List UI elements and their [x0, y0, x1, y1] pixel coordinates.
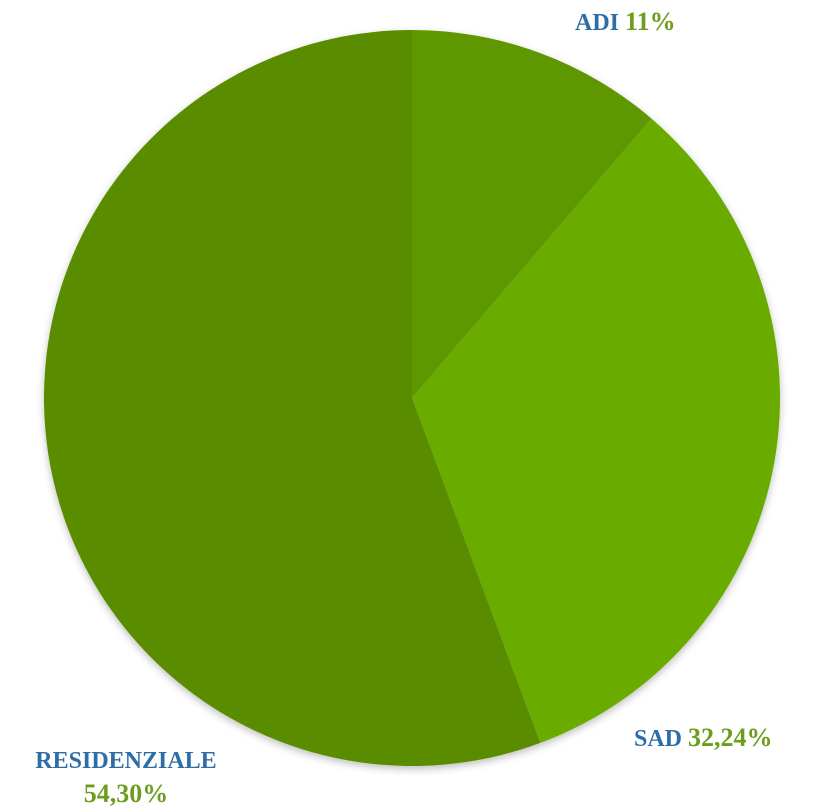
- slice-name: ADI: [575, 10, 619, 36]
- slice-value: 54,30%: [84, 779, 169, 808]
- pie-slice: [44, 30, 541, 766]
- slice-name: SAD: [634, 726, 682, 752]
- pie: [44, 30, 780, 766]
- slice-label: SAD 32,24%: [634, 723, 773, 752]
- slice-label: RESIDENZIALE 54,30%: [35, 748, 216, 808]
- pie-slice: [412, 118, 780, 743]
- slice-value: 11%: [625, 7, 676, 36]
- pie-slice: [412, 30, 652, 398]
- slice-label: ADI 11%: [575, 7, 676, 36]
- slice-name: RESIDENZIALE: [35, 748, 216, 774]
- slice-value: 32,24%: [688, 723, 773, 752]
